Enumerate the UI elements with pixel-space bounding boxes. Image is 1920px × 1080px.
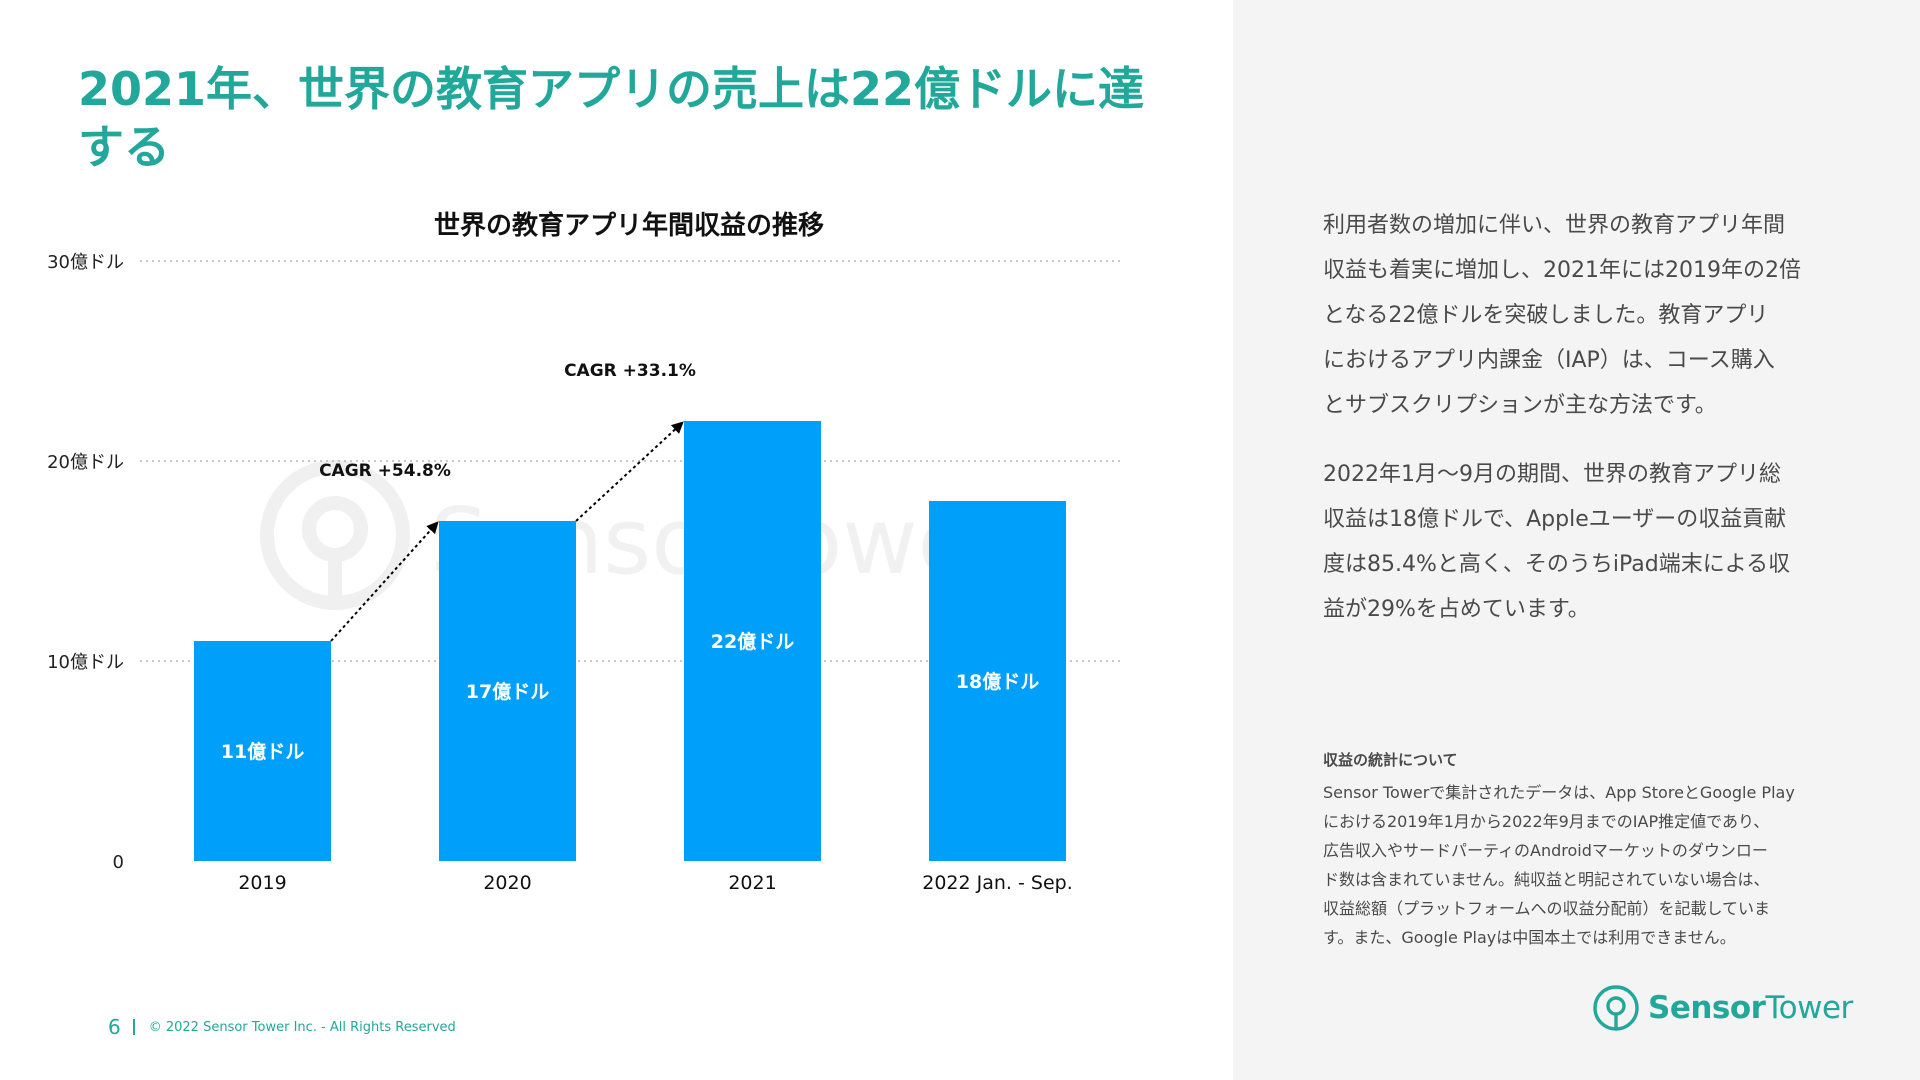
desc1-line: におけるアプリ内課金（IAP）は、コース購入 xyxy=(1323,348,1775,373)
revenue-bar-chart: 世界の教育アプリ年間収益の推移 0 10億ドル 20億ドル 30億ドル 11億ドル 17… xyxy=(47,210,1120,894)
desc1-line: 利用者数の増加に伴い、世界の教育アプリ年間 xyxy=(1323,213,1786,238)
bar xyxy=(439,521,576,861)
description-paragraph-1: 利用者数の増加に伴い、世界の教育アプリ年間 収益も着実に増加し、2021年には2… xyxy=(1323,203,1843,428)
note-line: す。また、Google Playは中国本土では利用できません。 xyxy=(1323,928,1736,947)
cagr-arrow xyxy=(575,421,684,522)
bar-value-label: 22億ドル xyxy=(711,630,794,653)
x-tick-label: 2020 xyxy=(483,872,531,894)
note-body: Sensor Towerで集計されたデータは、App StoreとGoogle … xyxy=(1323,778,1843,952)
desc1-line: となる22億ドルを突破しました。教育アプリ xyxy=(1323,303,1769,328)
desc1-line: 収益も着実に増加し、2021年には2019年の2倍 xyxy=(1323,258,1801,283)
page-title: 2021年、世界の教育アプリの売上は22億ドルに達する xyxy=(78,62,1145,174)
bar-value-label: 18億ドル xyxy=(956,670,1039,693)
brand-name-part2: Tower xyxy=(1765,990,1853,1026)
cagr-label: CAGR +33.1% xyxy=(564,361,696,381)
y-tick-label: 10億ドル xyxy=(47,652,124,673)
note-line: における2019年1月から2022年9月までのIAP推定値であり、 xyxy=(1323,812,1770,831)
desc1-line: とサブスクリプションが主な方法です。 xyxy=(1323,393,1717,418)
note-heading: 収益の統計について xyxy=(1323,751,1458,769)
brand-name-part1: Sensor xyxy=(1648,990,1766,1026)
y-tick-label: 30億ドル xyxy=(47,252,124,273)
bar-value-label: 17億ドル xyxy=(466,680,549,703)
note-line: 収益総額（プラットフォームへの収益分配前）を記載していま xyxy=(1323,899,1771,918)
x-tick-label: 2019 xyxy=(238,872,286,894)
desc2-line: 2022年1月〜9月の期間、世界の教育アプリ総 xyxy=(1323,462,1781,487)
bar xyxy=(194,641,331,861)
footer-divider xyxy=(132,1019,135,1035)
desc2-line: 収益は18億ドルで、Appleユーザーの収益貢献 xyxy=(1323,507,1787,532)
page-number: 6 xyxy=(108,1015,121,1039)
description-paragraph-2: 2022年1月〜9月の期間、世界の教育アプリ総 収益は18億ドルで、Appleユ… xyxy=(1323,452,1843,632)
brand-logo: SensorTower xyxy=(1592,984,1853,1032)
chart-title: 世界の教育アプリ年間収益の推移 xyxy=(434,210,824,241)
bar xyxy=(684,421,821,861)
y-tick-label: 20億ドル xyxy=(47,452,124,473)
sensortower-logo-icon xyxy=(1593,985,1639,1031)
y-tick-label: 0 xyxy=(113,852,124,873)
note-line: ド数は含まれていません。純収益と明記されていない場合は、 xyxy=(1323,870,1770,889)
desc2-line: 益が29%を占めています。 xyxy=(1323,597,1590,622)
brand-wordmark: SensorTower xyxy=(1648,990,1853,1026)
bar xyxy=(929,501,1066,861)
note-line: Sensor Towerで集計されたデータは、App StoreとGoogle … xyxy=(1323,783,1795,802)
cagr-arrow xyxy=(330,521,439,642)
cagr-label: CAGR +54.8% xyxy=(319,461,451,481)
desc2-line: 度は85.4%と高く、そのうちiPad端末による収 xyxy=(1323,552,1791,577)
x-tick-label: 2022 Jan. - Sep. xyxy=(922,872,1073,894)
slide-footer: 6 © 2022 Sensor Tower Inc. - All Rights … xyxy=(108,1014,456,1040)
x-tick-label: 2021 xyxy=(728,872,776,894)
note-line: 広告収入やサードパーティのAndroidマーケットのダウンロー xyxy=(1323,841,1768,860)
copyright-text: © 2022 Sensor Tower Inc. - All Rights Re… xyxy=(148,1019,456,1035)
side-panel xyxy=(1233,0,1920,1080)
bar-value-label: 11億ドル xyxy=(221,740,304,763)
